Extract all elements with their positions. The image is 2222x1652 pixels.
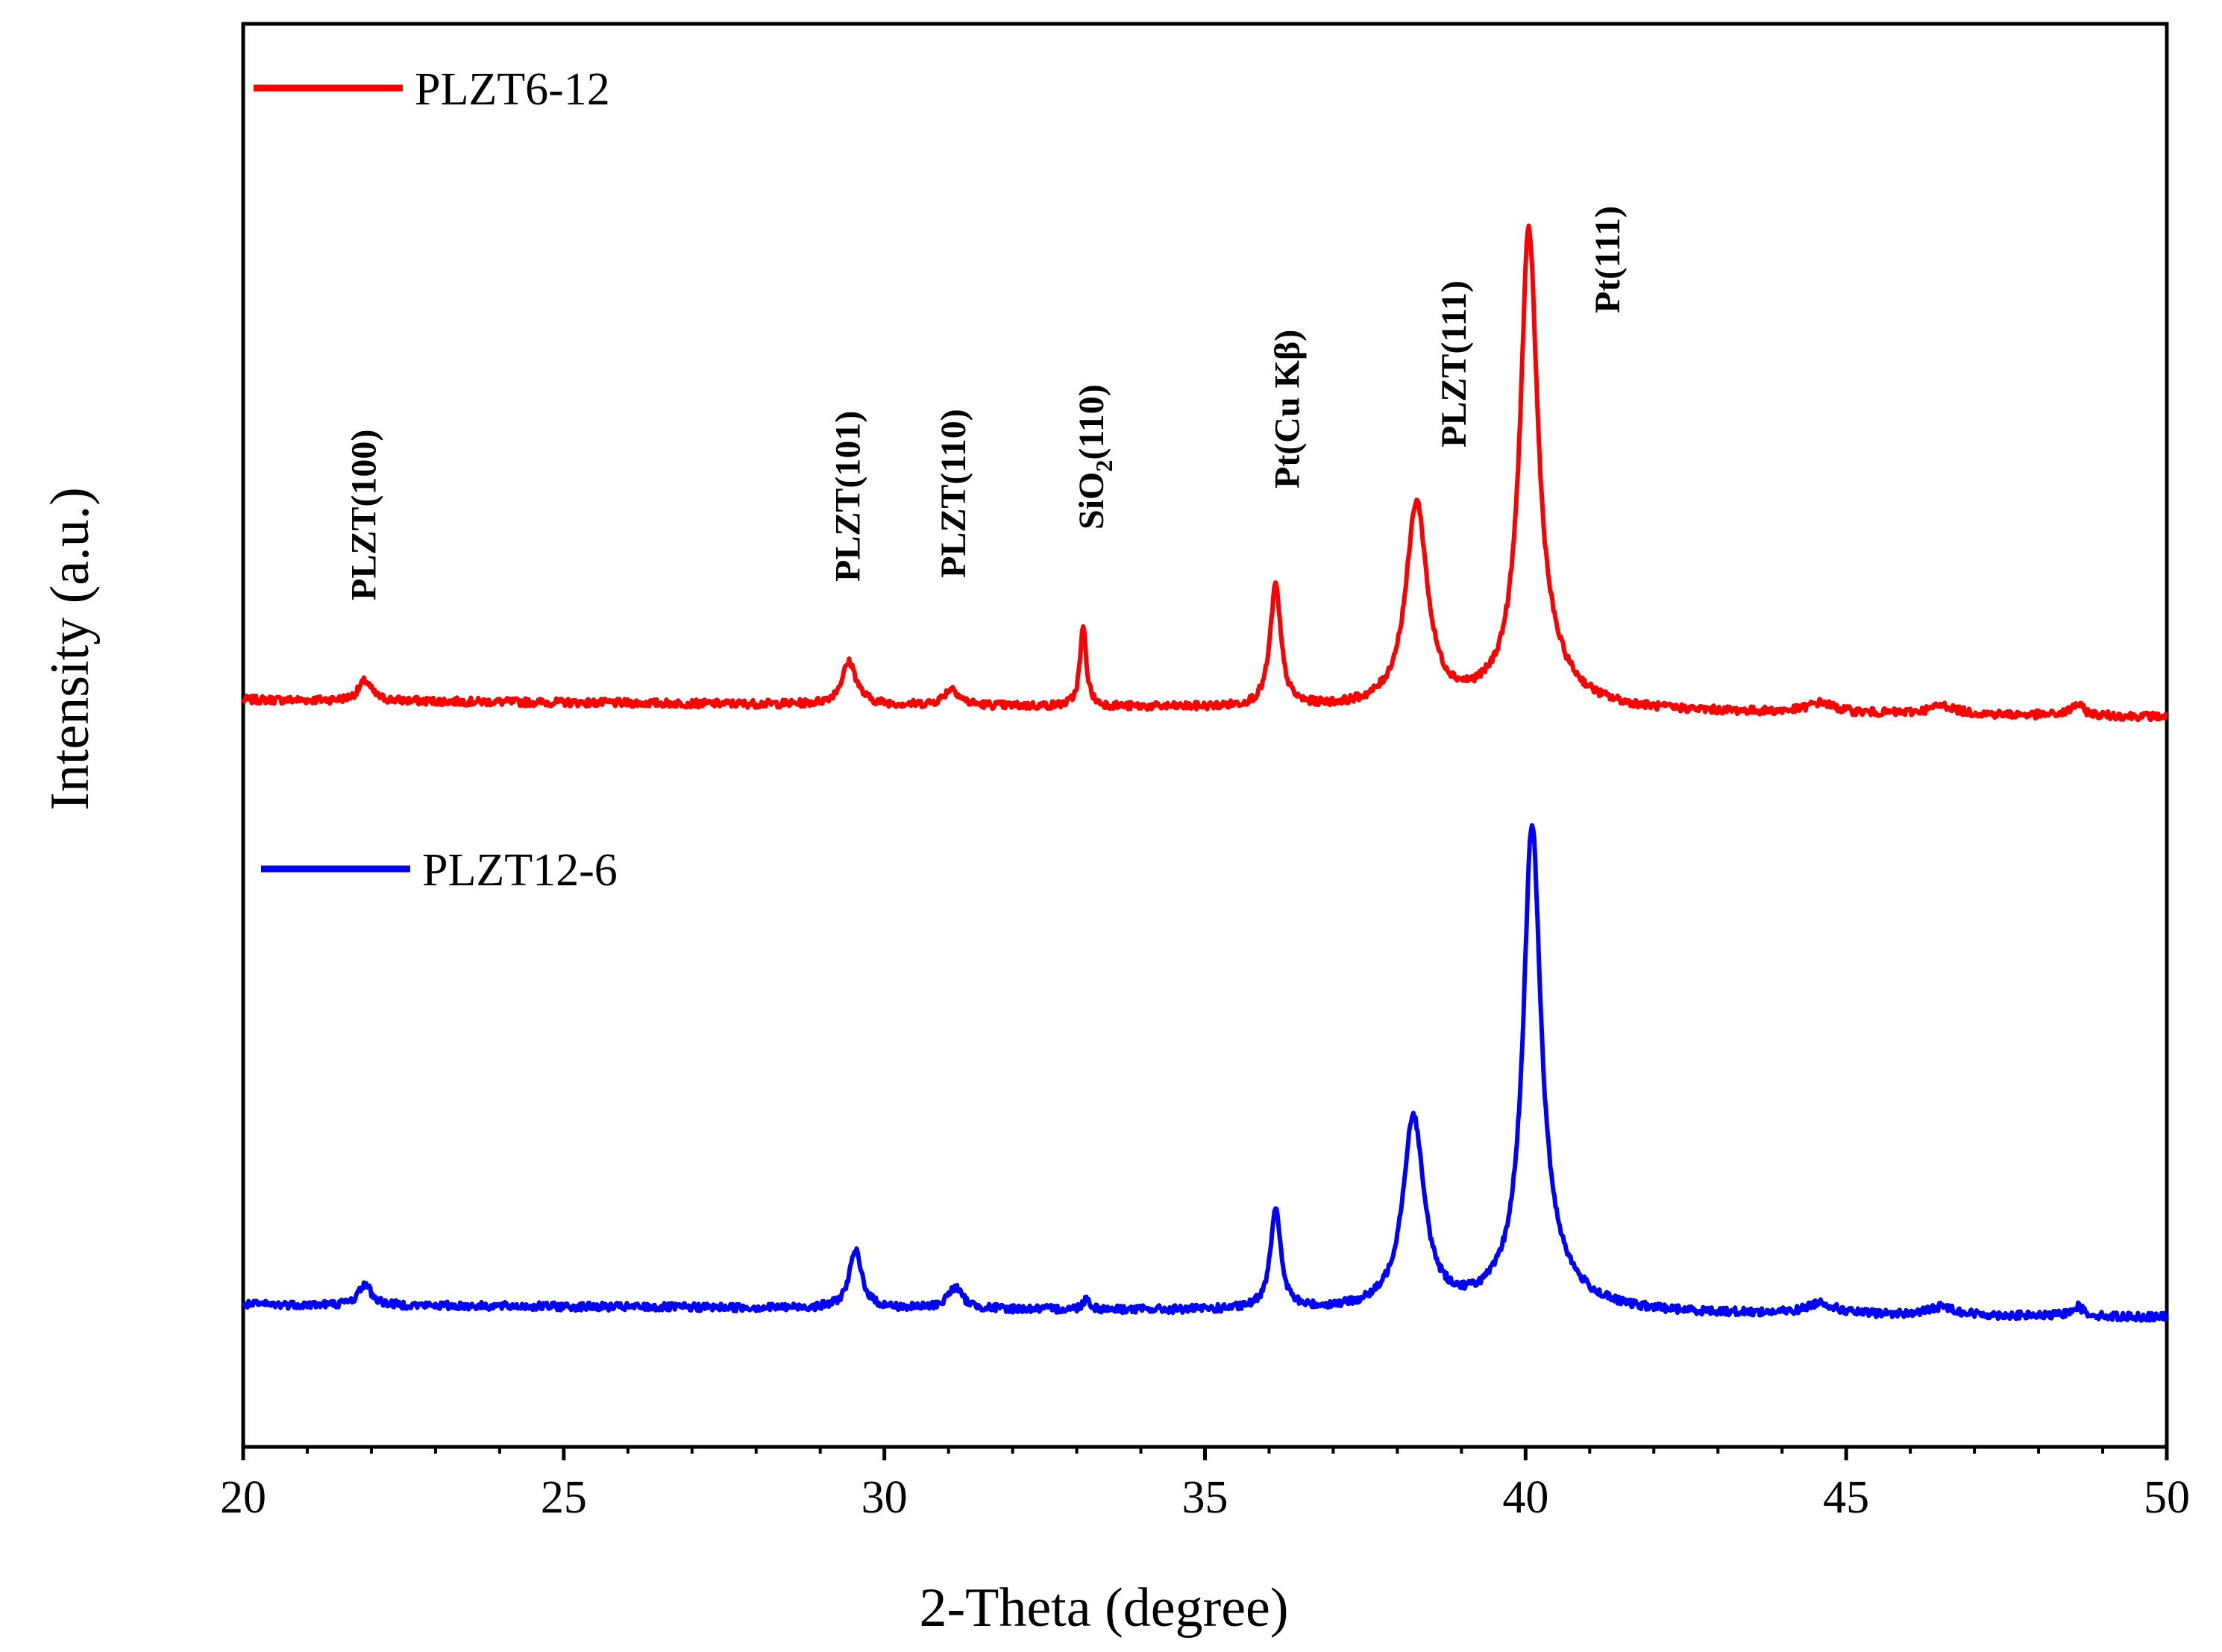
x-tick-label: 35 [1182, 1472, 1228, 1523]
x-tick-label: 20 [220, 1472, 266, 1523]
x-axis-title: 2-Theta (degree) [919, 1577, 1288, 1639]
legend: PLZT6-12 PLZT12-6 [254, 64, 618, 896]
peak-label: SiO2(110) [1072, 384, 1117, 530]
plot-frame [241, 22, 2169, 1449]
plot-border [241, 22, 2169, 1449]
peak-label: Pt(Cu Kβ) [1267, 330, 1307, 489]
series-layer [241, 223, 2169, 1323]
peak-label: PLZT(101) [828, 411, 867, 582]
x-tick-label: 30 [862, 1472, 908, 1523]
peak-label: Pt(111) [1588, 206, 1628, 313]
peak-label: PLZT(110) [934, 409, 973, 578]
peak-label: PLZT(100) [344, 430, 383, 600]
x-tick-label: 45 [1823, 1472, 1869, 1523]
peak-annotations: PLZT(100) PLZT(101) PLZT(110) SiO2(110) Pt(C… [344, 206, 1628, 600]
series-line-plzt12-6 [241, 823, 2169, 1323]
x-tick-label: 50 [2144, 1472, 2190, 1523]
x-tick-label: 25 [541, 1472, 587, 1523]
x-tick-label: 40 [1502, 1472, 1548, 1523]
legend-label: PLZT6-12 [415, 64, 610, 115]
series-line-plzt6-12 [241, 223, 2168, 723]
legend-label: PLZT12-6 [422, 845, 618, 896]
ticks-layer: 20 25 30 35 40 45 50 [220, 1447, 2190, 1523]
peak-label: PLZT(111) [1434, 280, 1474, 447]
y-axis-title: Intensity (a.u.) [40, 487, 101, 811]
